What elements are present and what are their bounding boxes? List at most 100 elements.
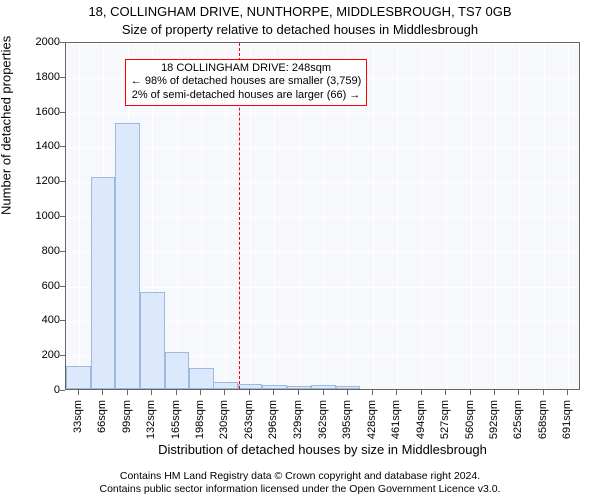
x-tick-label: 625sqm (512, 400, 524, 460)
footer-line-1: Contains HM Land Registry data © Crown c… (0, 470, 600, 483)
y-tick-label: 1600 (20, 106, 60, 118)
footer-line-2: Contains public sector information licen… (0, 483, 600, 496)
x-tick (224, 390, 225, 395)
x-tick-label: 461sqm (390, 400, 402, 460)
gridline-vertical (422, 43, 423, 389)
x-tick (396, 390, 397, 395)
annotation-box: 18 COLLINGHAM DRIVE: 248sqm← 98% of deta… (125, 59, 368, 106)
annotation-line-2: ← 98% of detached houses are smaller (3,… (131, 75, 362, 89)
gridline-vertical (446, 43, 447, 389)
x-tick-label: 198sqm (194, 400, 206, 460)
y-tick (60, 286, 65, 287)
y-tick-label: 1000 (20, 210, 60, 222)
x-tick (151, 390, 152, 395)
x-tick-label: 560sqm (464, 400, 476, 460)
x-tick (127, 390, 128, 395)
histogram-bar (287, 386, 312, 389)
x-tick-label: 329sqm (292, 400, 304, 460)
histogram-bar (336, 386, 361, 389)
y-tick-label: 1200 (20, 175, 60, 187)
x-tick (543, 390, 544, 395)
gridline-horizontal (66, 182, 579, 183)
gridline-vertical (471, 43, 472, 389)
y-tick-label: 2000 (20, 36, 60, 48)
gridline-vertical (544, 43, 545, 389)
histogram-bar (140, 292, 165, 389)
gridline-vertical (79, 43, 80, 389)
x-tick (518, 390, 519, 395)
histogram-bar (66, 366, 91, 389)
y-tick-label: 400 (20, 314, 60, 326)
gridline-horizontal (66, 217, 579, 218)
x-tick-label: 428sqm (366, 400, 378, 460)
gridline-vertical (397, 43, 398, 389)
histogram-bar (165, 352, 190, 389)
y-tick-label: 200 (20, 349, 60, 361)
x-tick (494, 390, 495, 395)
x-tick-label: 99sqm (121, 400, 133, 460)
y-tick (60, 77, 65, 78)
y-tick (60, 181, 65, 182)
x-tick-label: 132sqm (145, 400, 157, 460)
x-tick (249, 390, 250, 395)
y-axis-label: Number of detached properties (0, 36, 14, 215)
y-tick-label: 0 (20, 384, 60, 396)
histogram-bar (189, 368, 214, 389)
histogram-bar (262, 385, 287, 389)
gridline-horizontal (66, 252, 579, 253)
x-tick-label: 658sqm (537, 400, 549, 460)
x-tick-label: 691sqm (561, 400, 573, 460)
x-tick (78, 390, 79, 395)
histogram-bar (115, 123, 140, 389)
gridline-vertical (568, 43, 569, 389)
annotation-line-1: 18 COLLINGHAM DRIVE: 248sqm (131, 62, 362, 76)
x-tick (470, 390, 471, 395)
x-tick-label: 494sqm (415, 400, 427, 460)
x-tick (445, 390, 446, 395)
y-tick-label: 800 (20, 245, 60, 257)
x-tick-label: 230sqm (218, 400, 230, 460)
x-tick (372, 390, 373, 395)
gridline-horizontal (66, 43, 579, 44)
y-tick (60, 355, 65, 356)
gridline-vertical (495, 43, 496, 389)
x-tick (323, 390, 324, 395)
y-tick (60, 251, 65, 252)
x-tick-label: 592sqm (488, 400, 500, 460)
x-tick-label: 362sqm (317, 400, 329, 460)
x-tick-label: 66sqm (96, 400, 108, 460)
x-tick (273, 390, 274, 395)
y-tick-label: 1800 (20, 71, 60, 83)
x-tick (421, 390, 422, 395)
chart-plot-area: 18 COLLINGHAM DRIVE: 248sqm← 98% of deta… (65, 42, 580, 390)
gridline-vertical (519, 43, 520, 389)
y-tick (60, 216, 65, 217)
chart-title-main: 18, COLLINGHAM DRIVE, NUNTHORPE, MIDDLES… (0, 4, 600, 19)
x-tick-label: 165sqm (170, 400, 182, 460)
y-tick-label: 600 (20, 280, 60, 292)
x-tick-label: 527sqm (439, 400, 451, 460)
y-tick (60, 112, 65, 113)
chart-title-sub: Size of property relative to detached ho… (0, 22, 600, 37)
x-tick (567, 390, 568, 395)
x-tick (200, 390, 201, 395)
y-tick (60, 320, 65, 321)
footer-attribution: Contains HM Land Registry data © Crown c… (0, 470, 600, 496)
x-tick-label: 33sqm (72, 400, 84, 460)
x-tick (102, 390, 103, 395)
y-tick (60, 146, 65, 147)
x-tick-label: 296sqm (267, 400, 279, 460)
gridline-horizontal (66, 113, 579, 114)
y-tick (60, 390, 65, 391)
x-tick (176, 390, 177, 395)
y-tick-label: 1400 (20, 140, 60, 152)
y-tick (60, 42, 65, 43)
x-tick-label: 395sqm (341, 400, 353, 460)
histogram-bar (91, 177, 116, 389)
histogram-bar (311, 385, 336, 389)
histogram-bar (238, 384, 263, 389)
histogram-bar (213, 382, 238, 389)
gridline-horizontal (66, 287, 579, 288)
annotation-line-3: 2% of semi-detached houses are larger (6… (131, 89, 362, 103)
gridline-horizontal (66, 147, 579, 148)
